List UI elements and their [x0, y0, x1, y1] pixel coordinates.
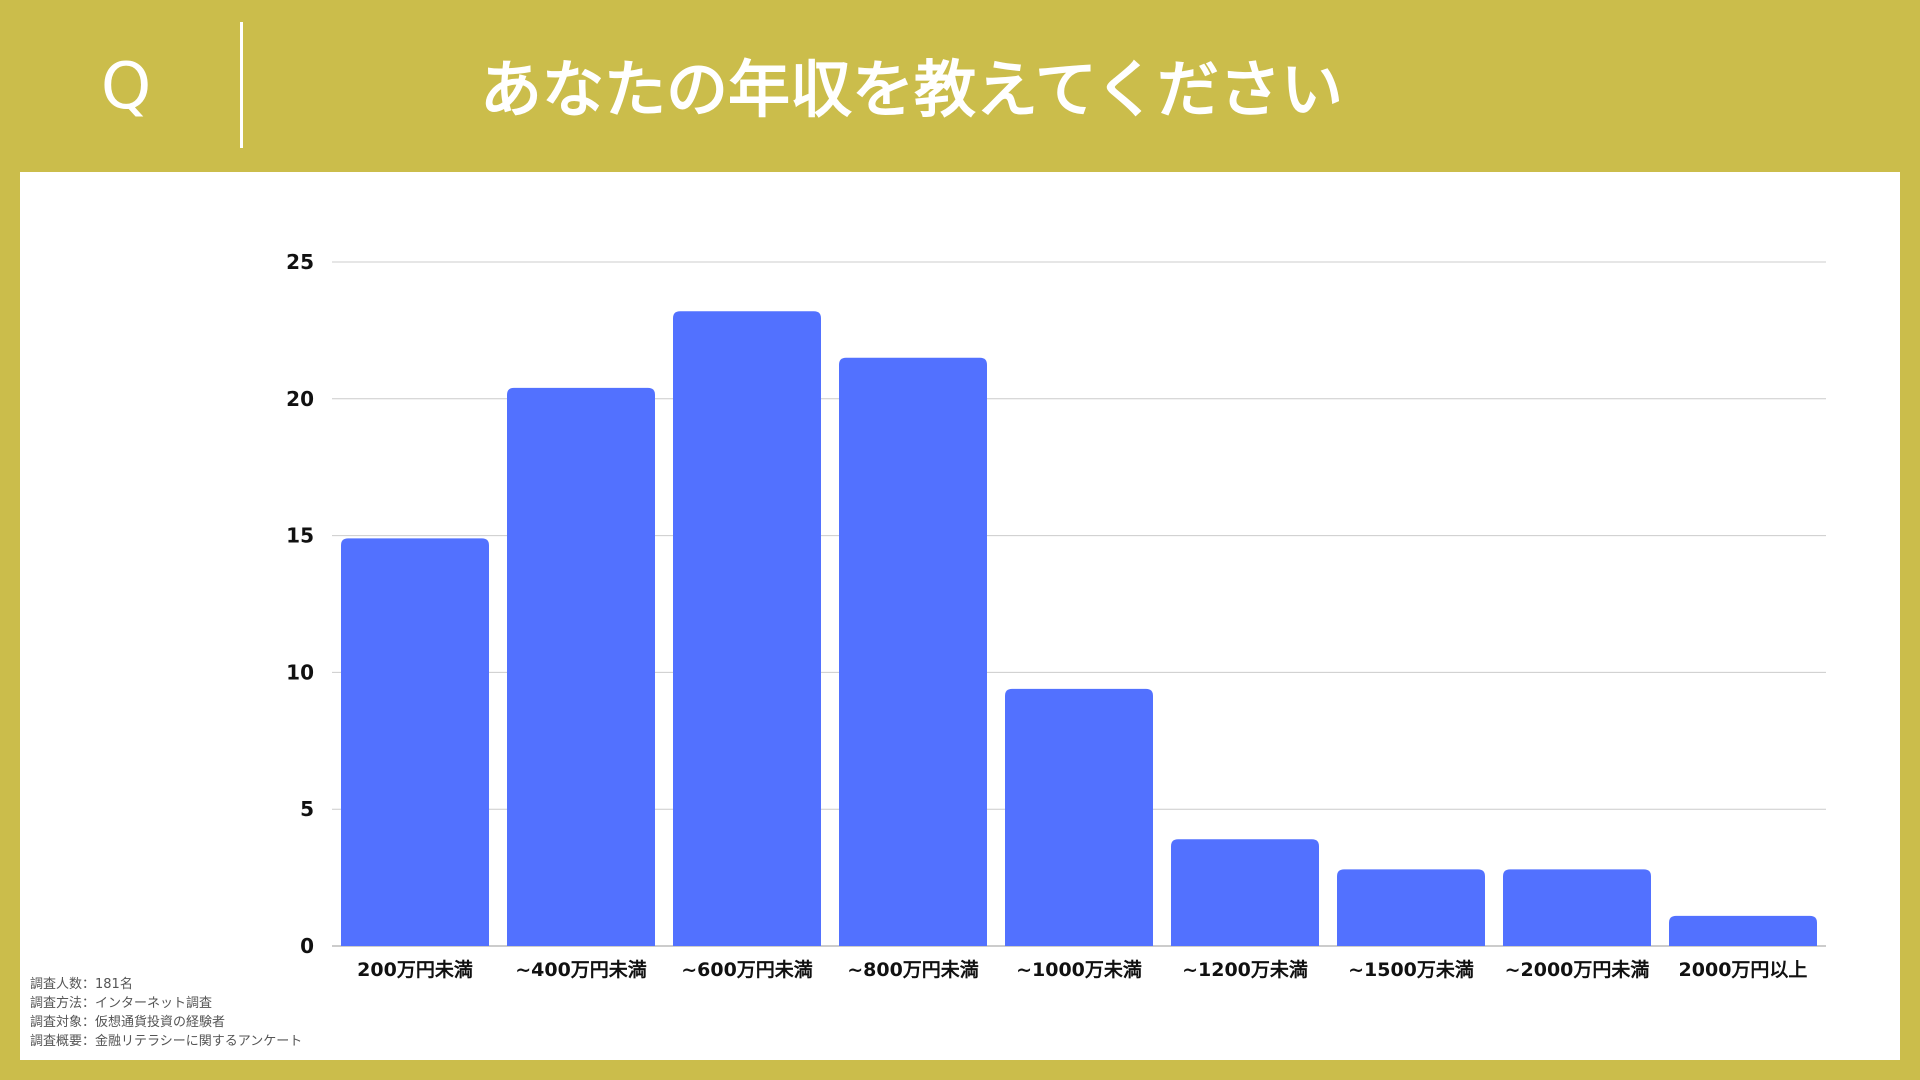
- survey-notes: 調査人数：181名 調査方法：インターネット調査 調査対象：仮想通貨投資の経験者…: [30, 975, 530, 1051]
- y-tick-label: 0: [300, 934, 314, 958]
- y-tick-label: 5: [300, 797, 314, 821]
- x-axis-labels: 200万円未満 ~400万円未満 ~600万円未満 ~800万円未満 ~1000万未満 ~…: [357, 958, 1807, 981]
- bar: [1503, 869, 1651, 946]
- bar: [341, 538, 489, 946]
- x-tick-label: ~2000万円未満: [1505, 958, 1650, 981]
- note-overview: 調査概要：金融リテラシーに関するアンケート: [30, 1034, 303, 1049]
- bar: [1669, 915, 1817, 946]
- y-tick-label: 25: [286, 250, 314, 274]
- bar: [673, 311, 821, 946]
- note-respondents: 調査人数：181名: [30, 977, 133, 992]
- bar: [1005, 688, 1153, 946]
- bars: [341, 311, 1817, 946]
- bar-chart: 0 5 10 15 20 25 200万円未満 ~400万円未満 ~600万円未満 ~800万円…: [286, 250, 1826, 981]
- bar: [839, 357, 987, 946]
- note-method: 調査方法：インターネット調査: [30, 996, 213, 1011]
- question-mark-label: Q: [100, 50, 152, 124]
- x-tick-label: ~1000万未満: [1016, 958, 1142, 981]
- bar: [507, 387, 655, 946]
- y-tick-label: 10: [286, 660, 314, 684]
- x-tick-label: ~600万円未満: [681, 958, 813, 981]
- x-tick-label: ~400万円未満: [515, 958, 647, 981]
- header-divider: [240, 22, 243, 148]
- x-tick-label: 200万円未満: [357, 958, 473, 981]
- y-tick-label: 15: [286, 524, 314, 548]
- question-title: あなたの年収を教えてください: [480, 53, 1344, 126]
- x-tick-label: 2000万円以上: [1679, 959, 1808, 981]
- header: Q あなたの年収を教えてください: [0, 0, 1920, 170]
- bar: [1171, 839, 1319, 946]
- chart-panel: 0 5 10 15 20 25 200万円未満 ~400万円未満 ~600万円未満 ~800万円…: [20, 172, 1900, 1060]
- y-axis-ticks: 0 5 10 15 20 25: [286, 250, 314, 958]
- note-target: 調査対象：仮想通貨投資の経験者: [30, 1015, 226, 1030]
- y-tick-label: 20: [286, 387, 314, 411]
- x-tick-label: ~1200万未満: [1182, 958, 1308, 981]
- x-tick-label: ~800万円未満: [847, 958, 979, 981]
- x-tick-label: ~1500万未満: [1348, 958, 1474, 981]
- bar: [1337, 869, 1485, 946]
